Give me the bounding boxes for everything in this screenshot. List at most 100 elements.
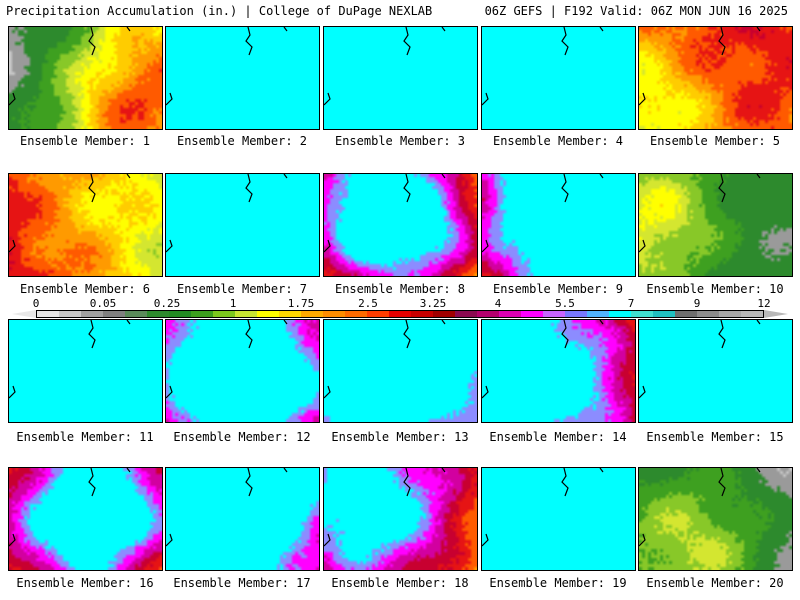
- colorbar-swatch: [213, 311, 235, 317]
- ensemble-member-map: [323, 467, 478, 571]
- coastline-outline: [482, 468, 604, 547]
- colorbar-tick-label: 1.75: [287, 297, 315, 310]
- coastline-outline: [9, 468, 131, 547]
- coastline-outline: [324, 174, 446, 253]
- coastline-outline: [639, 27, 761, 106]
- ensemble-member-map: [8, 173, 163, 277]
- ensemble-member-map: [481, 26, 636, 130]
- colorbar-swatch: [257, 311, 279, 317]
- coastline-outline: [324, 468, 446, 547]
- ensemble-member-label: Ensemble Member: 15: [646, 430, 784, 444]
- coastline-outline: [639, 174, 761, 253]
- coastline-outline: [482, 27, 604, 106]
- coastline-outline: [324, 27, 446, 106]
- ensemble-member-map: [165, 173, 320, 277]
- coastline-outline: [639, 468, 761, 547]
- colorbar-swatch: [631, 311, 653, 317]
- ensemble-member-map: [165, 467, 320, 571]
- ensemble-member-label: Ensemble Member: 19: [489, 576, 627, 590]
- colorbar-swatch: [521, 311, 543, 317]
- ensemble-member-label: Ensemble Member: 1: [19, 134, 151, 148]
- colorbar-right-arrow: [764, 310, 788, 318]
- colorbar-swatch: [345, 311, 367, 317]
- colorbar-swatch: [433, 311, 455, 317]
- colorbar-tick-label: 12: [757, 297, 771, 310]
- colorbar-swatch: [719, 311, 741, 317]
- coastline-outline: [9, 320, 131, 399]
- ensemble-member-map: [638, 26, 793, 130]
- ensemble-member-map: [323, 173, 478, 277]
- colorbar-swatch: [103, 311, 125, 317]
- colorbar-tick-label: 2.5: [358, 297, 378, 310]
- coastline-outline: [9, 174, 131, 253]
- coastline-outline: [324, 320, 446, 399]
- colorbar-swatch: [191, 311, 213, 317]
- ensemble-member-map: [8, 26, 163, 130]
- ensemble-member-label: Ensemble Member: 16: [16, 576, 154, 590]
- ensemble-member-map: [638, 173, 793, 277]
- ensemble-member-label: Ensemble Member: 18: [331, 576, 469, 590]
- coastline-outline: [9, 27, 131, 106]
- colorbar-swatch: [389, 311, 411, 317]
- colorbar-swatch: [147, 311, 169, 317]
- ensemble-member-label: Ensemble Member: 12: [173, 430, 311, 444]
- ensemble-member-label: Ensemble Member: 17: [173, 576, 311, 590]
- coastline-outline: [482, 174, 604, 253]
- ensemble-member-label: Ensemble Member: 13: [331, 430, 469, 444]
- ensemble-member-map: [323, 319, 478, 423]
- ensemble-member-label: Ensemble Member: 8: [334, 282, 466, 296]
- colorbar-swatch: [81, 311, 103, 317]
- colorbar-swatch: [543, 311, 565, 317]
- colorbar-swatch: [301, 311, 323, 317]
- coastline-outline: [166, 468, 288, 547]
- ensemble-member-label: Ensemble Member: 10: [646, 282, 784, 296]
- colorbar-swatch: [697, 311, 719, 317]
- colorbar-swatch: [37, 311, 59, 317]
- ensemble-member-label: Ensemble Member: 4: [492, 134, 624, 148]
- colorbar-tick-label: 4: [494, 297, 502, 310]
- colorbar-left-arrow: [12, 310, 36, 318]
- ensemble-member-map: [165, 26, 320, 130]
- ensemble-member-map: [481, 173, 636, 277]
- ensemble-member-label: Ensemble Member: 3: [334, 134, 466, 148]
- colorbar-swatch: [367, 311, 389, 317]
- ensemble-member-label: Ensemble Member: 6: [19, 282, 151, 296]
- colorbar-swatch: [653, 311, 675, 317]
- colorbar-tick-label: 3.25: [419, 297, 447, 310]
- ensemble-member-label: Ensemble Member: 2: [176, 134, 308, 148]
- map-title: Precipitation Accumulation (in.) | Colle…: [6, 4, 433, 18]
- colorbar-swatch: [455, 311, 477, 317]
- colorbar-tick-label: 0.25: [153, 297, 181, 310]
- colorbar-swatch: [279, 311, 301, 317]
- colorbar-tick-label: 9: [693, 297, 701, 310]
- colorbar: [36, 310, 764, 318]
- colorbar-swatch: [609, 311, 631, 317]
- ensemble-member-label: Ensemble Member: 7: [176, 282, 308, 296]
- ensemble-member-map: [481, 319, 636, 423]
- colorbar-tick-label: 0.05: [89, 297, 117, 310]
- colorbar-swatch: [477, 311, 499, 317]
- colorbar-tick-label: 5.5: [555, 297, 575, 310]
- ensemble-member-label: Ensemble Member: 5: [649, 134, 781, 148]
- colorbar-swatch: [323, 311, 345, 317]
- ensemble-member-map: [481, 467, 636, 571]
- colorbar-swatch: [411, 311, 433, 317]
- colorbar-swatch: [235, 311, 257, 317]
- colorbar-swatch: [59, 311, 81, 317]
- ensemble-member-label: Ensemble Member: 20: [646, 576, 784, 590]
- colorbar-swatch: [565, 311, 587, 317]
- ensemble-member-label: Ensemble Member: 14: [489, 430, 627, 444]
- colorbar-swatch: [587, 311, 609, 317]
- colorbar-tick-label: 7: [627, 297, 635, 310]
- colorbar-swatch: [741, 311, 763, 317]
- ensemble-member-label: Ensemble Member: 9: [492, 282, 624, 296]
- ensemble-member-label: Ensemble Member: 11: [16, 430, 154, 444]
- ensemble-member-map: [638, 319, 793, 423]
- ensemble-member-map: [323, 26, 478, 130]
- colorbar-swatch: [169, 311, 191, 317]
- colorbar-tick-label: 0: [32, 297, 40, 310]
- ensemble-member-map: [8, 319, 163, 423]
- colorbar-swatch: [499, 311, 521, 317]
- run-valid-time: 06Z GEFS | F192 Valid: 06Z MON JUN 16 20…: [484, 4, 788, 18]
- coastline-outline: [166, 174, 288, 253]
